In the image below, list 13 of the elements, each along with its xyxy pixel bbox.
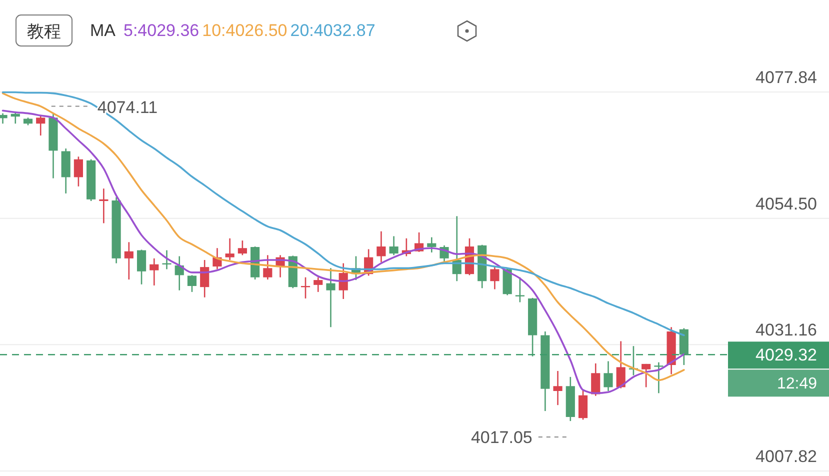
y-tick-label: 4054.50 [756, 194, 817, 214]
text: 20:4032.87 [290, 21, 376, 40]
text: 10:4026.50 [202, 21, 288, 40]
y-tick-label: 4031.16 [756, 320, 817, 340]
legend-title: MA [90, 21, 116, 40]
text: 5:4029.36 [124, 21, 200, 40]
annotation: 4017.05 [470, 428, 532, 448]
y-tick-label: 4077.84 [756, 68, 817, 87]
ref-line-label: 4029.32 [756, 346, 817, 365]
text: 教程 [27, 22, 61, 41]
annotation: 4074.11 [97, 98, 158, 118]
text: 12:49 [776, 376, 818, 393]
y-tick-label: 4007.82 [756, 447, 817, 466]
